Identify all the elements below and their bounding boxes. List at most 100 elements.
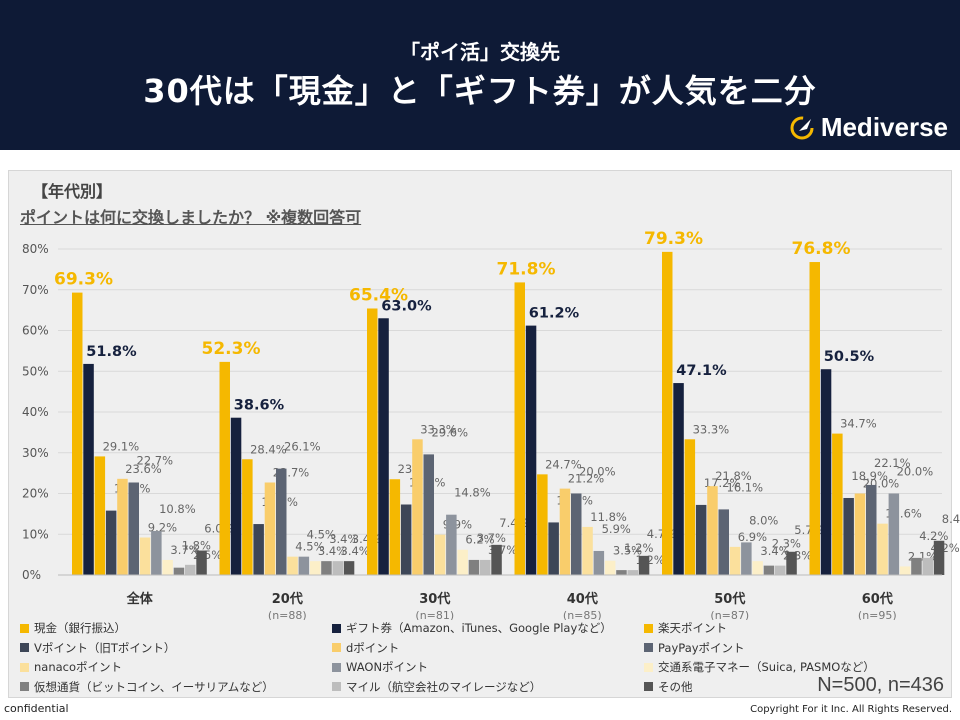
bar-mile [185,564,196,575]
group-sample-size: (n=85) [563,609,602,620]
data-label: 71.8% [497,259,556,279]
bar-crypto [763,565,775,575]
y-tick-label: 40% [22,405,49,419]
bar-crypto [468,559,480,575]
legend-item: 仮想通貨（ビットコイン、イーサリアムなど） [20,679,274,695]
data-label: 28.4% [250,442,287,456]
bar-v [548,522,559,575]
legend-item: 現金（銀行振込） [20,620,126,636]
data-label: 21.2% [568,472,605,486]
bar-ic [899,566,911,575]
x-tick-label: 40代 [567,591,598,607]
data-label: 6.9% [738,530,767,544]
bar-d [117,478,128,575]
legend-label: マイル（航空会社のマイレージなど） [346,679,542,694]
data-label: 4.2% [919,529,948,543]
data-label: 1.2% [624,541,653,555]
data-label: 22.1% [874,456,911,470]
chart-panel [8,170,952,698]
bar-paypay [571,493,582,575]
data-label: 76.8% [792,239,851,259]
x-tick-label: 60代 [862,591,893,607]
legend-item: 交通系電子マネー（Suica, PASMOなど） [644,659,875,675]
data-label: 34.7% [840,417,877,431]
legend-label: 仮想通貨（ビットコイン、イーサリアムなど） [34,679,274,694]
bar-rakuten [684,439,696,575]
bar-ic [309,561,321,575]
bar-mile [332,561,343,575]
x-tick-label: 20代 [272,591,303,607]
x-tick-label: 50代 [714,591,745,607]
bar-cash [514,282,525,575]
page-title: 30代は「現金」と「ギフト券」が人気を二分 [143,72,817,110]
sample-size-note: N=500, n=436 [817,674,944,696]
y-tick-label: 10% [22,527,49,541]
bar-cash [662,251,673,576]
bar-nanaco [877,523,888,575]
legend-swatch [332,662,341,672]
mediverse-logo-icon [790,116,814,139]
legend-item: PayPayポイント [644,640,745,656]
legend-label: dポイント [346,640,400,655]
data-label: 20.0% [897,465,934,479]
data-label: 3.7% [170,543,199,557]
legend-swatch [20,623,29,633]
bar-cash [72,292,83,575]
legend-item: マイル（航空会社のマイレージなど） [332,679,541,695]
bar-other [491,544,502,575]
data-label: 23.6% [125,462,162,476]
bar-nanaco [434,534,446,575]
bar-crypto [616,570,627,575]
y-tick-label: 0% [22,568,41,582]
bar-mile [922,557,933,575]
data-label: 4.5% [295,540,324,554]
legend-label: Vポイント（旧Tポイント） [34,640,176,655]
data-label: 3.4% [329,532,358,546]
bar-nanaco [287,556,298,575]
bar-d [412,439,423,575]
legend-swatch [332,643,341,652]
header-banner [0,0,960,150]
legend-label: 交通系電子マネー（Suica, PASMOなど） [658,660,875,674]
bar-crypto [321,561,332,575]
bar-nanaco [139,537,151,575]
bar-other [933,540,945,575]
legend-item: ギフト券（Amazon、iTunes、Google Playなど） [332,620,612,636]
data-label: 3.4% [318,544,347,558]
section-title: 【年代別】 [32,182,113,201]
data-label: 6.2% [465,533,494,547]
legend-label: 楽天ポイント [658,621,727,635]
data-label: 11.8% [590,510,627,524]
data-label: 33.3% [420,422,457,436]
bar-rakuten [242,459,253,575]
data-label: 22.7% [137,453,174,467]
group-sample-size: (n=88) [268,609,307,620]
bar-gift [378,318,389,575]
data-label: 3.5% [613,544,642,558]
data-label: 3.7% [477,531,506,545]
bar-gift [83,363,94,575]
bar-nanaco [582,526,593,575]
bar-rakuten [94,456,106,575]
data-label: 1.8% [182,539,211,553]
data-label: 10.8% [159,502,196,516]
brand-name: Mediverse [820,112,948,142]
data-label: 14.8% [454,486,491,500]
bar-paypay [718,509,729,575]
data-label: 50.5% [824,349,875,365]
legend-item: dポイント [332,640,399,656]
data-label: 26.1% [284,440,321,454]
group-sample-size: (n=81) [415,609,454,620]
legend-swatch [20,643,29,652]
legend-label: WAONポイント [346,660,429,674]
data-label: 29.6% [432,425,469,439]
data-label: 38.6% [234,398,285,414]
data-label: 8.4% [942,512,960,526]
legend-item: その他 [644,679,693,695]
bar-d [264,482,276,575]
legend-swatch [644,643,653,652]
group-sample-size: (n=95) [858,609,897,620]
bar-crypto [173,567,185,575]
bar-rakuten [832,433,843,575]
data-label: 20.0% [579,465,616,479]
